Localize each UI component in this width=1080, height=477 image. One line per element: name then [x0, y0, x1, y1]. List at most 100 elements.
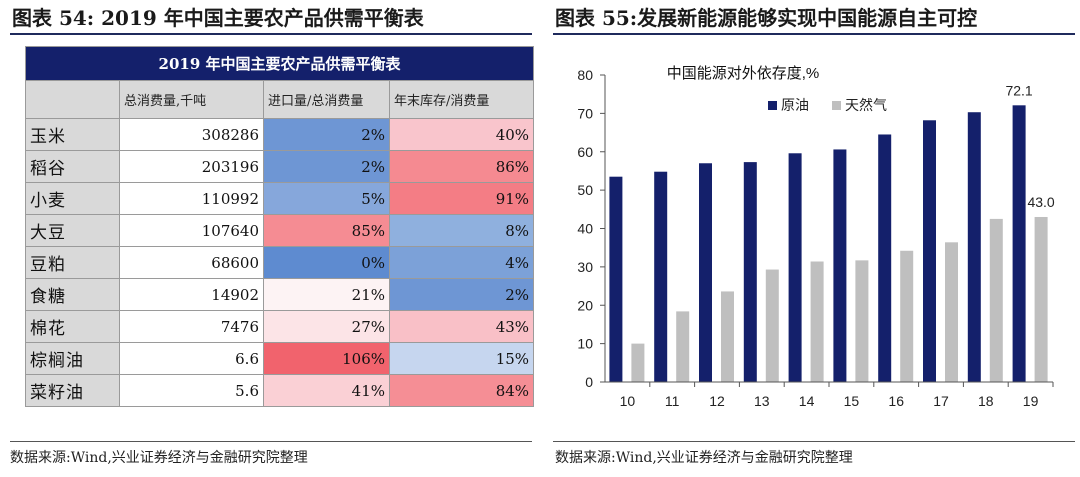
crude-oil-bar — [1012, 105, 1026, 382]
natural-gas-bar — [810, 261, 824, 382]
natural-gas-bar — [676, 311, 690, 382]
natural-gas-bar — [765, 269, 779, 382]
row-stock-ratio: 91% — [388, 182, 535, 215]
legend-label: 原油 — [781, 97, 809, 113]
crude-oil-bar — [833, 149, 847, 382]
row-consumption: 14902 — [119, 278, 264, 311]
row-name: 菜籽油 — [25, 374, 120, 407]
row-stock-ratio: 8% — [388, 214, 535, 247]
row-consumption: 68600 — [119, 246, 264, 279]
y-tick-label: 70 — [577, 105, 593, 121]
y-tick-label: 80 — [577, 67, 593, 83]
row-name: 大豆 — [25, 214, 120, 247]
table-row: 棉花 7476 27% 43% — [25, 310, 535, 343]
header-blank — [25, 80, 120, 119]
data-labels: 72.1 43.0 — [1005, 82, 1054, 210]
x-tick-label: 15 — [844, 393, 860, 409]
row-import-ratio: 41% — [263, 374, 390, 407]
chart-legend: 原油 天然气 — [768, 97, 887, 113]
left-source-rule — [10, 441, 532, 442]
y-tick-label: 10 — [577, 336, 593, 352]
row-import-ratio: 0% — [263, 246, 390, 279]
row-stock-ratio: 86% — [388, 150, 535, 183]
y-tick-label: 20 — [577, 297, 593, 313]
row-import-ratio: 2% — [263, 150, 390, 183]
row-name: 棉花 — [25, 310, 120, 343]
chart-title: 中国能源对外依存度,% — [667, 65, 820, 82]
y-tick-label: 60 — [577, 144, 593, 160]
crude-oil-bar — [743, 162, 757, 382]
row-consumption: 7476 — [119, 310, 264, 343]
right-source-note: 数据来源:Wind,兴业证券经济与金融研究院整理 — [555, 450, 853, 466]
left-figure-title: 图表 54: 2019 年中国主要农产品供需平衡表 — [12, 6, 424, 30]
x-axis: 10 11 12 13 14 15 16 17 18 19 — [605, 381, 1054, 409]
crude-oil-bar — [967, 112, 981, 382]
crude-oil-bar — [654, 171, 668, 382]
table-row: 稻谷 203196 2% 86% — [25, 150, 535, 183]
table-row: 菜籽油 5.6 41% 84% — [25, 374, 535, 407]
x-tick-label: 12 — [709, 393, 725, 409]
row-stock-ratio: 84% — [388, 374, 535, 407]
data-label: 72.1 — [1005, 82, 1032, 98]
table-caption-row: 2019 年中国主要农产品供需平衡表 — [24, 46, 535, 81]
x-tick-label: 19 — [1023, 393, 1039, 409]
natural-gas-bar — [1034, 216, 1048, 382]
y-tick-label: 40 — [577, 221, 593, 237]
x-tick-label: 18 — [978, 393, 994, 409]
table-header-row: 总消费量,千吨 进口量/总消费量 年末库存/消费量 — [25, 80, 535, 119]
natural-gas-bar — [631, 343, 645, 382]
y-tick-label: 30 — [577, 259, 593, 275]
bars — [609, 105, 1048, 382]
crude-oil-bar — [788, 153, 802, 382]
row-consumption: 203196 — [119, 150, 264, 183]
row-import-ratio: 5% — [263, 182, 390, 215]
right-figure-title: 图表 55:发展新能源能够实现中国能源自主可控 — [555, 6, 978, 30]
row-stock-ratio: 4% — [388, 246, 535, 279]
natural-gas-bar — [855, 260, 869, 382]
crude-oil-bar — [923, 120, 936, 382]
natural-gas-bar — [945, 242, 958, 382]
energy-dependence-chart: 中国能源对外依存度,% 原油 天然气 0 10 20 30 40 50 60 70 80 10 11… — [577, 65, 1055, 409]
x-tick-label: 16 — [888, 393, 904, 409]
row-stock-ratio: 40% — [388, 118, 535, 151]
y-axis: 0 10 20 30 40 50 60 70 80 — [577, 67, 606, 390]
row-import-ratio: 106% — [263, 342, 390, 375]
right-title-rule — [553, 33, 1075, 35]
y-tick-label: 0 — [585, 374, 593, 390]
table-row: 玉米 308286 2% 40% — [25, 118, 535, 151]
row-import-ratio: 2% — [263, 118, 390, 151]
row-consumption: 6.6 — [119, 342, 264, 375]
crude-oil-bar — [878, 134, 892, 382]
x-tick-label: 10 — [620, 393, 636, 409]
row-consumption: 107640 — [119, 214, 264, 247]
left-source-note: 数据来源:Wind,兴业证券经济与金融研究院整理 — [10, 450, 308, 466]
row-consumption: 5.6 — [119, 374, 264, 407]
table-row: 大豆 107640 85% 8% — [25, 214, 535, 247]
row-stock-ratio: 43% — [388, 310, 535, 343]
legend-swatch — [768, 101, 777, 110]
crude-oil-bar — [609, 176, 623, 382]
natural-gas-bar — [721, 291, 734, 382]
row-name: 小麦 — [25, 182, 120, 215]
x-tick-label: 17 — [933, 393, 949, 409]
data-label: 43.0 — [1027, 194, 1054, 210]
table-row: 豆粕 68600 0% 4% — [25, 246, 535, 279]
table-row: 棕榈油 6.6 106% 15% — [25, 342, 535, 375]
row-consumption: 110992 — [119, 182, 264, 215]
header-consumption: 总消费量,千吨 — [119, 80, 264, 119]
row-stock-ratio: 2% — [388, 278, 535, 311]
header-stock-ratio: 年末库存/消费量 — [388, 80, 535, 119]
row-name: 棕榈油 — [25, 342, 120, 375]
row-name: 玉米 — [25, 118, 120, 151]
table-row: 食糖 14902 21% 2% — [25, 278, 535, 311]
row-consumption: 308286 — [119, 118, 264, 151]
row-import-ratio: 85% — [263, 214, 390, 247]
x-tick-label: 13 — [754, 393, 770, 409]
header-import-ratio: 进口量/总消费量 — [263, 80, 390, 119]
row-import-ratio: 21% — [263, 278, 390, 311]
row-stock-ratio: 15% — [388, 342, 535, 375]
row-import-ratio: 27% — [263, 310, 390, 343]
table-row: 小麦 110992 5% 91% — [25, 182, 535, 215]
right-source-rule — [553, 441, 1075, 442]
legend-label: 天然气 — [845, 97, 887, 113]
